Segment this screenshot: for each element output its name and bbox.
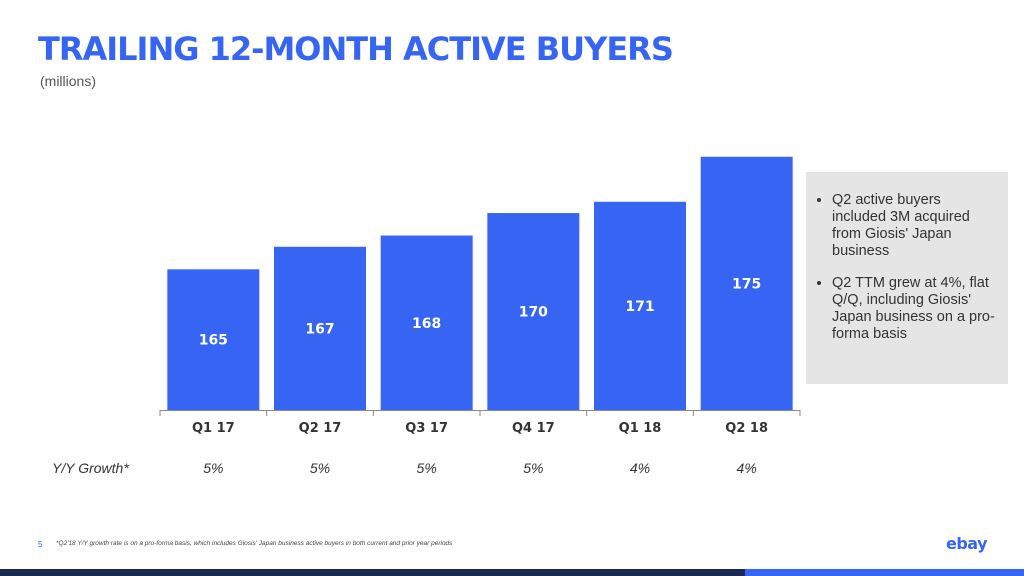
bar-value-label: 165 bbox=[199, 333, 228, 349]
growth-value: 5% bbox=[203, 460, 223, 476]
bar-value-label: 175 bbox=[732, 276, 761, 292]
footer-bar-blue bbox=[745, 569, 1024, 576]
bar bbox=[167, 269, 260, 410]
growth-row-label: Y/Y Growth* bbox=[52, 460, 129, 476]
bar bbox=[700, 156, 793, 410]
footer-bar bbox=[0, 569, 1024, 576]
bar bbox=[487, 213, 580, 410]
footer-bar-dark bbox=[0, 569, 745, 576]
bar-value-label: 171 bbox=[625, 299, 654, 315]
x-tick-label: Q3 17 bbox=[405, 421, 448, 436]
note-item: Q2 active buyers included 3M acquired fr… bbox=[832, 192, 996, 260]
x-tick-label: Q2 18 bbox=[725, 421, 768, 436]
growth-value: 4% bbox=[737, 460, 757, 476]
bar bbox=[380, 235, 473, 410]
note-item: Q2 TTM grew at 4%, flat Q/Q, including G… bbox=[832, 275, 996, 343]
growth-value: 5% bbox=[417, 460, 437, 476]
growth-value: 5% bbox=[523, 460, 543, 476]
page-subtitle: (millions) bbox=[40, 73, 96, 89]
x-tick-label: Q1 18 bbox=[619, 421, 662, 436]
x-tick-label: Q1 17 bbox=[192, 421, 235, 436]
growth-value: 4% bbox=[630, 460, 650, 476]
notes-panel: Q2 active buyers included 3M acquired fr… bbox=[806, 172, 1008, 384]
bar-value-label: 167 bbox=[305, 321, 334, 337]
bar bbox=[274, 246, 366, 410]
ebay-logo: ebay bbox=[946, 534, 988, 553]
page-title: TRAILING 12-MONTH ACTIVE BUYERS bbox=[38, 30, 674, 68]
bar-value-label: 168 bbox=[412, 316, 441, 332]
growth-value: 5% bbox=[310, 460, 330, 476]
footnote: *Q2'18 Y/Y growth rate is on a pro-forma… bbox=[56, 540, 453, 547]
bar bbox=[594, 201, 686, 410]
x-tick-label: Q2 17 bbox=[299, 421, 342, 436]
bar-value-label: 170 bbox=[519, 305, 548, 321]
x-tick-label: Q4 17 bbox=[512, 421, 555, 436]
page-number: 5 bbox=[38, 540, 43, 549]
